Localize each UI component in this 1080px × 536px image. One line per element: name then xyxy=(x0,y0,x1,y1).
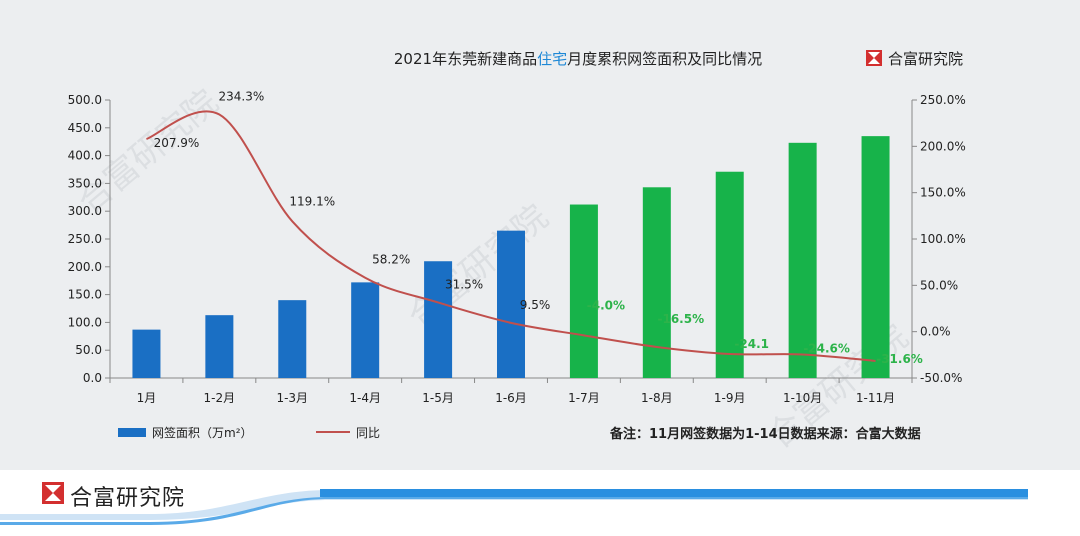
right-tick-label: 50.0% xyxy=(920,278,958,292)
right-tick-label: 250.0% xyxy=(920,93,966,107)
line-data-label: -24.1 xyxy=(734,337,769,351)
brand-logo-mark xyxy=(868,52,880,64)
left-tick-label: 450.0 xyxy=(68,121,102,135)
bar-series xyxy=(132,136,890,378)
bar xyxy=(424,261,453,378)
x-tick-label: 1-2月 xyxy=(204,391,236,405)
bar xyxy=(132,329,161,378)
left-tick-label: 500.0 xyxy=(68,93,102,107)
legend-bar-swatch xyxy=(118,428,146,437)
bar xyxy=(351,282,380,378)
left-tick-label: 150.0 xyxy=(68,288,102,302)
footer-stripe xyxy=(320,489,1028,497)
left-tick-label: 0.0 xyxy=(83,371,102,385)
left-tick-label: 250.0 xyxy=(68,232,102,246)
chart-title-part: 月度累积网签面积及同比情况 xyxy=(567,50,762,68)
bar xyxy=(861,136,890,378)
bar xyxy=(497,230,525,378)
line-series xyxy=(146,110,876,362)
chart-panel: 合富研究院 合富研究院 合富研究院 2021年东莞新建商品住宅月度累积网签面积及同比… xyxy=(0,0,1080,470)
x-tick-label: 1-6月 xyxy=(495,391,527,405)
bar xyxy=(205,315,234,378)
axes: 0.0 50.0 100.0 150.0 200.0 250.0 300.0 350.0 400… xyxy=(68,93,966,405)
footer: 合富研究院 xyxy=(0,470,1080,536)
line-data-label: 234.3% xyxy=(218,90,264,104)
left-tick-label: 100.0 xyxy=(68,315,102,329)
bar xyxy=(278,300,307,378)
x-tick-label: 1-9月 xyxy=(714,391,746,405)
line-data-label: 58.2% xyxy=(372,253,410,267)
left-tick-label: 200.0 xyxy=(68,260,102,274)
x-tick-label: 1-5月 xyxy=(422,391,454,405)
x-tick-label: 1-8月 xyxy=(641,391,673,405)
right-tick-label: 200.0% xyxy=(920,139,966,153)
line-data-label: -4.0% xyxy=(587,298,625,312)
footer-decoration xyxy=(0,489,1028,525)
bar xyxy=(569,204,598,378)
yoy-line xyxy=(146,110,876,362)
left-tick-label: 350.0 xyxy=(68,176,102,190)
left-tick-label: 400.0 xyxy=(68,149,102,163)
line-data-label: 207.9% xyxy=(154,136,200,150)
footnote: 备注：11月网签数据为1-14日数据来源：合富大数据 xyxy=(609,426,921,442)
legend-line-label: 同比 xyxy=(356,426,380,440)
left-tick-label: 300.0 xyxy=(68,204,102,218)
right-tick-label: 150.0% xyxy=(920,186,966,200)
right-tick-label: 0.0% xyxy=(920,325,951,339)
chart-title-part: 住宅 xyxy=(537,50,567,68)
bar xyxy=(715,171,744,378)
footer-brand-name: 合富研究院 xyxy=(70,486,186,511)
x-tick-label: 1-4月 xyxy=(349,391,381,405)
bar xyxy=(642,187,671,378)
right-tick-label: 100.0% xyxy=(920,232,966,246)
x-tick-label: 1-10月 xyxy=(783,391,822,405)
footer-logo-icon xyxy=(42,482,64,504)
top-brand: 合富研究院 xyxy=(866,50,963,68)
line-data-label: 9.5% xyxy=(520,298,551,312)
footer-swoosh-line xyxy=(0,497,1028,525)
line-data-label: 31.5% xyxy=(445,277,483,291)
legend: 网签面积（万m²） 同比 xyxy=(118,425,380,440)
line-data-label: 119.1% xyxy=(289,194,335,208)
left-tick-label: 50.0 xyxy=(75,343,102,357)
x-tick-label: 1-7月 xyxy=(568,391,600,405)
x-tick-label: 1-3月 xyxy=(276,391,308,405)
line-data-label: -24.6% xyxy=(803,341,850,355)
watermark-text: 合富研究院 xyxy=(400,197,556,337)
chart-title-part: 2021年东莞新建商品 xyxy=(394,50,537,68)
legend-bar-label: 网签面积（万m²） xyxy=(152,425,253,440)
right-tick-label: -50.0% xyxy=(920,371,962,385)
line-data-label: -16.5% xyxy=(658,312,705,326)
line-data-label: -31.6% xyxy=(876,352,923,366)
data-labels: 207.9% 234.3% 119.1% 58.2% 31.5% 9.5% -4.0% -16… xyxy=(154,90,923,366)
bar xyxy=(788,142,817,378)
chart-title: 2021年东莞新建商品住宅月度累积网签面积及同比情况 xyxy=(394,50,762,68)
brand-name-top: 合富研究院 xyxy=(888,50,963,68)
x-tick-label: 1月 xyxy=(137,391,157,405)
x-tick-label: 1-11月 xyxy=(856,391,895,405)
